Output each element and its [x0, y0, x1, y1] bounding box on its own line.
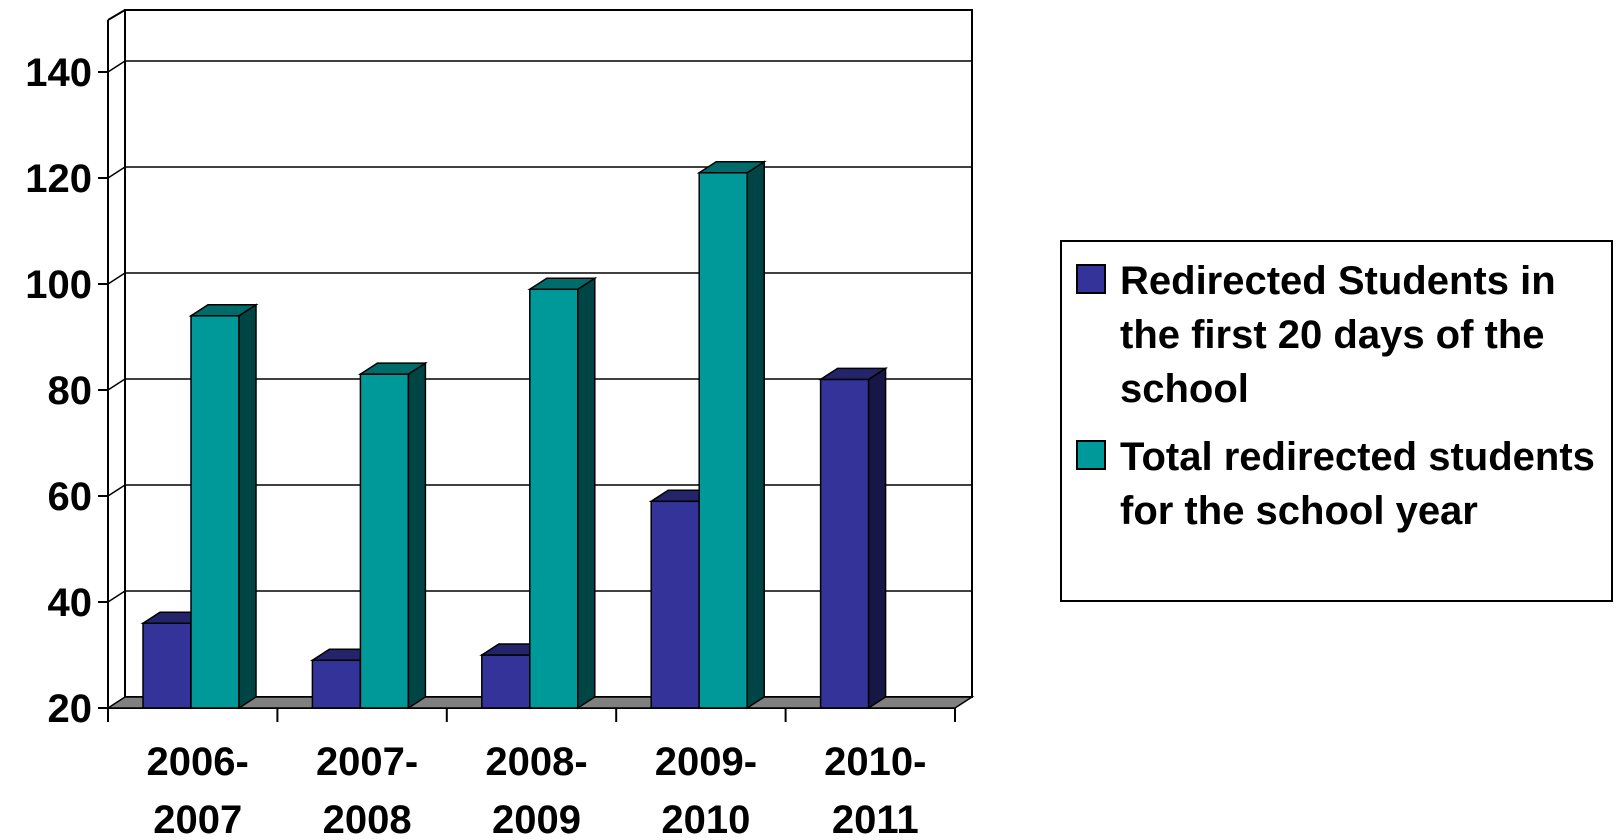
x-tick-label-1: 2007- 2008: [316, 740, 418, 840]
bar-side: [577, 276, 596, 710]
legend-swatch-first-20-days: [1076, 264, 1106, 294]
x-tick-label-line: 2008-: [485, 740, 587, 784]
bar-1-2: [527, 276, 598, 710]
x-tick-label-line: 2009: [492, 798, 581, 840]
bar-front: [311, 659, 362, 709]
x-tick-label-2: 2008- 2009: [485, 740, 587, 840]
y-tick-label-80: 80: [48, 369, 93, 413]
x-tick-label-line: 2009-: [655, 740, 757, 784]
bar-front: [529, 288, 579, 709]
bar-front: [481, 654, 531, 709]
legend: Redirected Students in the first 20 days…: [1060, 240, 1613, 602]
bar-side: [867, 367, 887, 710]
bar-front: [359, 373, 410, 709]
bar-top: [818, 367, 889, 381]
x-tick-labels: 2006- 2007 2007- 2008 2008- 2009 2009- 2010 2010…: [147, 740, 927, 840]
bar-0-4: [818, 367, 889, 710]
legend-swatch-total: [1076, 440, 1106, 470]
legend-item-first-20-days: Redirected Students in the first 20 days…: [1076, 254, 1600, 416]
y-tick-labels: 20 40 60 80 100 120 140: [25, 51, 92, 731]
bar-side: [746, 160, 765, 710]
y-tick-label-40: 40: [48, 581, 93, 625]
x-tick-label-4: 2010- 2011: [824, 740, 926, 840]
gridline-side-100: [107, 272, 126, 285]
x-tick-label-line: 2010: [661, 798, 750, 840]
gridline-side-140: [107, 60, 126, 73]
bar-1-3: [696, 160, 767, 710]
x-tick-label-line: 2011: [832, 798, 919, 840]
bar-side: [238, 303, 257, 710]
y-tick-label-120: 120: [25, 157, 92, 201]
gridline-side-120: [107, 166, 126, 179]
bar-front: [190, 315, 240, 709]
y-axis-top-diagonal: [107, 9, 126, 21]
bar-side: [407, 361, 427, 710]
gridline-side-80: [107, 378, 126, 391]
bar-top: [188, 304, 259, 317]
y-tick-label-20: 20: [48, 687, 93, 731]
bar-front: [698, 171, 748, 709]
x-tick-label-line: 2007: [153, 798, 242, 840]
bar-1-0: [188, 303, 259, 710]
x-tick-label-line: 2008: [323, 798, 412, 840]
gridline-side-40: [107, 590, 126, 603]
legend-label-total: Total redirected students for the school…: [1120, 435, 1595, 533]
x-tick-label-line: 2010-: [824, 740, 926, 784]
gridline-side-60: [107, 484, 126, 497]
legend-label-first-20-days: Redirected Students in the first 20 days…: [1120, 259, 1556, 411]
bar-top: [357, 362, 428, 375]
y-tick-label-60: 60: [48, 475, 93, 519]
bar-top: [696, 160, 767, 174]
bars: [140, 160, 889, 710]
bar-top: [527, 277, 598, 291]
legend-item-total: Total redirected students for the school…: [1076, 430, 1600, 538]
y-tick-label-100: 100: [25, 263, 92, 307]
x-tick-label-line: 2007-: [316, 740, 418, 784]
bar-1-1: [357, 361, 428, 710]
y-tick-label-140: 140: [25, 51, 92, 95]
x-tick-label-0: 2006- 2007: [147, 740, 249, 840]
bar-front: [650, 500, 700, 709]
x-tick-label-3: 2009- 2010: [655, 740, 757, 840]
x-tick-label-line: 2006-: [147, 740, 249, 784]
bar-front: [819, 378, 870, 709]
bar-front: [142, 622, 192, 709]
